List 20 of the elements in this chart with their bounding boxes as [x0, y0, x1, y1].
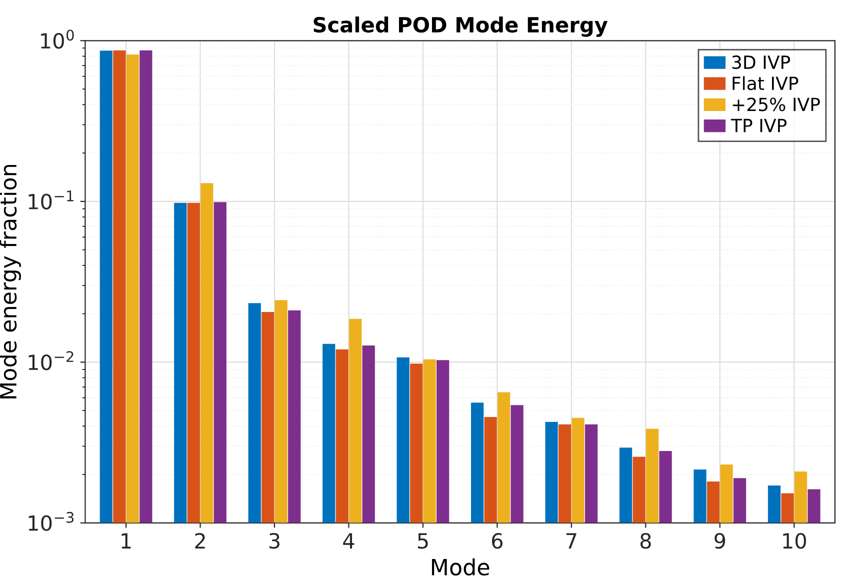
x-tick-label: 7 [566, 533, 576, 548]
x-tick-label: 6 [492, 532, 503, 549]
legend-label: Flat IVP [732, 76, 798, 90]
legend-label: 3D IVP [732, 55, 790, 70]
x-axis-title: Mode [432, 558, 490, 576]
x-tick-label: 8 [640, 532, 651, 549]
x-tick-label: 9 [714, 532, 726, 549]
y-tick-label: 10$^{0}$ [41, 30, 74, 49]
legend-label: +25% IVP [732, 98, 820, 112]
x-tick-label: 10 [783, 532, 806, 549]
x-tick-label: 2 [195, 532, 205, 548]
y-tick-label: 10$^{−3}$ [28, 512, 74, 531]
y-tick-label: 10$^{−2}$ [28, 351, 74, 370]
x-tick-label: 5 [418, 533, 428, 549]
x-tick-label: 1 [122, 533, 131, 548]
x-tick-label: 3 [269, 532, 280, 549]
x-tick-label: 4 [343, 533, 354, 548]
legend-label: TP IVP [730, 118, 787, 132]
y-tick-label: 10$^{−1}$ [28, 190, 74, 210]
chart-title: Scaled POD Mode Energy [314, 16, 608, 37]
